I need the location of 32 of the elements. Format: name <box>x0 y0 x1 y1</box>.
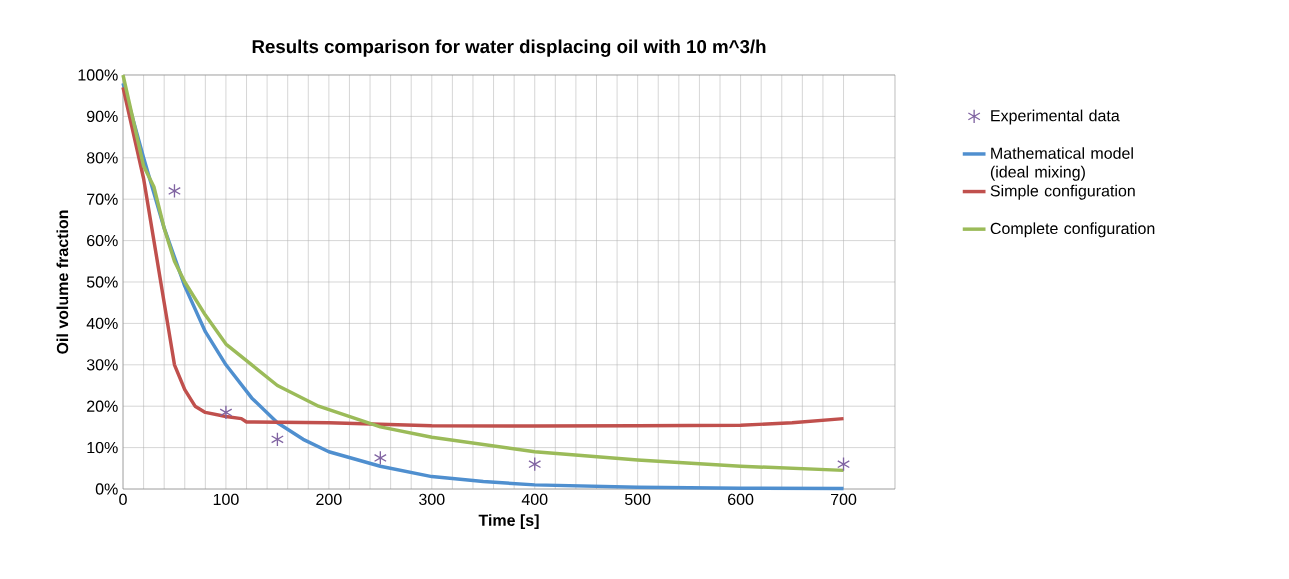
x-tick-label: 500 <box>624 493 651 506</box>
y-tick-label: 70% <box>87 193 118 205</box>
point <box>373 450 387 466</box>
x-tick-label: 700 <box>831 493 857 506</box>
x-tick-label: 400 <box>521 493 548 506</box>
point <box>219 405 233 420</box>
x-tick-label: 100 <box>213 493 239 506</box>
y-tick-label: 50% <box>86 276 118 288</box>
legend-label: Mathematical model (ideal mixing) <box>990 147 1133 181</box>
y-tick-label: 40% <box>86 317 118 330</box>
legend-label: Simple configuration <box>990 184 1135 200</box>
x-tick-label: 200 <box>316 493 342 506</box>
y-tick-label: 100% <box>78 69 118 81</box>
x-tick-label: 600 <box>728 493 754 506</box>
y-axis-title: Oil volume fraction <box>56 210 69 354</box>
chart-title: Results comparison for water displacing oil with 10 m^3/h <box>252 39 766 57</box>
legend-label: Experimental data <box>991 109 1120 125</box>
y-tick-label: 90% <box>87 110 118 123</box>
y-tick-label: 20% <box>87 400 118 412</box>
y-tick-label: 80% <box>86 152 118 164</box>
point <box>528 456 542 472</box>
point <box>168 183 181 199</box>
y-tick-label: 60% <box>87 234 118 247</box>
y-tick-label: 10% <box>87 441 118 454</box>
x-axis-title: Time [s] <box>478 514 539 530</box>
point <box>837 456 850 472</box>
legend-label: Complete configuration <box>990 222 1155 238</box>
x-tick-label: 0 <box>119 493 127 506</box>
x-tick-label: 300 <box>419 493 445 506</box>
y-tick-label: 30% <box>86 359 118 371</box>
point <box>270 431 284 447</box>
y-tick-label: 0% <box>95 483 118 495</box>
